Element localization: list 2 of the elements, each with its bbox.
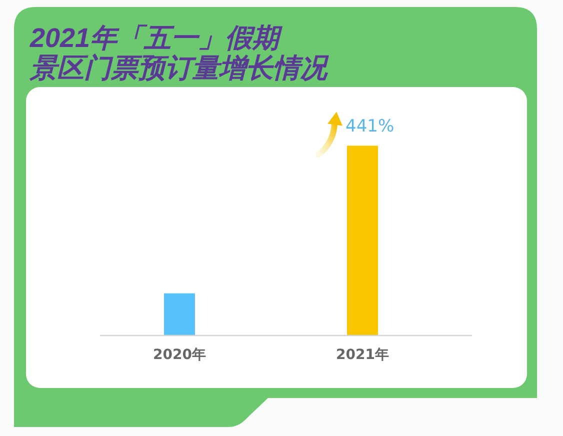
annotation: 441% bbox=[346, 116, 394, 137]
subtitle: 景区门票预订量增长情况 bbox=[30, 53, 327, 83]
